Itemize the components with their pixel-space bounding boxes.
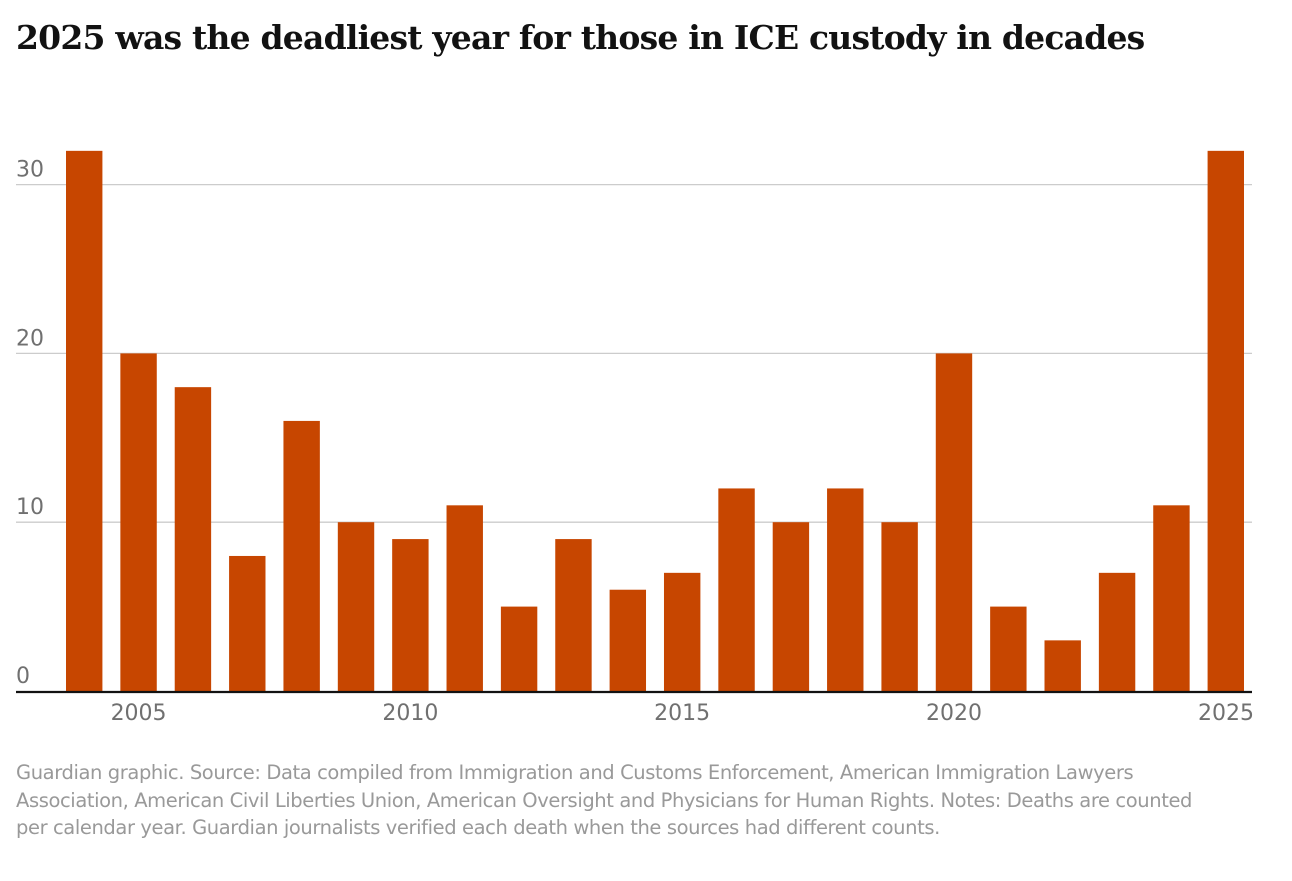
chart-title: 2025 was the deadliest year for those in…: [16, 18, 1145, 57]
y-tick-label: 10: [16, 495, 44, 520]
x-axis-labels: 2005 2010 2015 2020 2025: [111, 701, 1254, 726]
bar-2009: [337, 522, 375, 691]
bar-2023: [1098, 572, 1136, 691]
bar-2013: [555, 539, 592, 691]
y-tick-label: 20: [16, 326, 44, 351]
x-tick-label: 2005: [111, 701, 167, 726]
bar-2006: [174, 387, 212, 691]
bar-2015: [663, 572, 701, 691]
gridlines: [16, 183, 1252, 523]
x-tick-label: 2010: [382, 701, 438, 726]
bar-2008: [283, 420, 320, 691]
bar-2005: [120, 353, 157, 691]
x-tick-label: 2015: [654, 701, 710, 726]
bar-2019: [881, 522, 918, 691]
bar-2012: [500, 606, 538, 691]
x-tick-label: 2020: [926, 701, 982, 726]
bar-2004: [66, 150, 103, 692]
bar-2016: [718, 488, 755, 691]
bar-2014: [609, 589, 647, 691]
x-tick-label: 2025: [1198, 701, 1254, 726]
source-footnote: Guardian graphic. Source: Data compiled …: [16, 761, 1193, 839]
y-tick-label: 30: [16, 158, 44, 183]
bar-2011: [446, 505, 483, 691]
y-axis-labels: 0 10 20 30: [16, 158, 44, 689]
bar-2007: [229, 555, 266, 691]
bar-2024: [1153, 505, 1190, 691]
bar-2010: [392, 539, 429, 691]
bar-chart: 0 10 20 30 2005 2010 2015 2020 2025: [16, 150, 1254, 726]
bar-2021: [990, 606, 1027, 691]
bar-2017: [772, 522, 810, 691]
bar-2018: [827, 488, 864, 691]
bar-2025: [1207, 150, 1244, 692]
bar-2020: [935, 353, 973, 691]
y-tick-label: 0: [16, 664, 30, 689]
bars: [66, 150, 1244, 692]
bar-2022: [1044, 640, 1081, 691]
